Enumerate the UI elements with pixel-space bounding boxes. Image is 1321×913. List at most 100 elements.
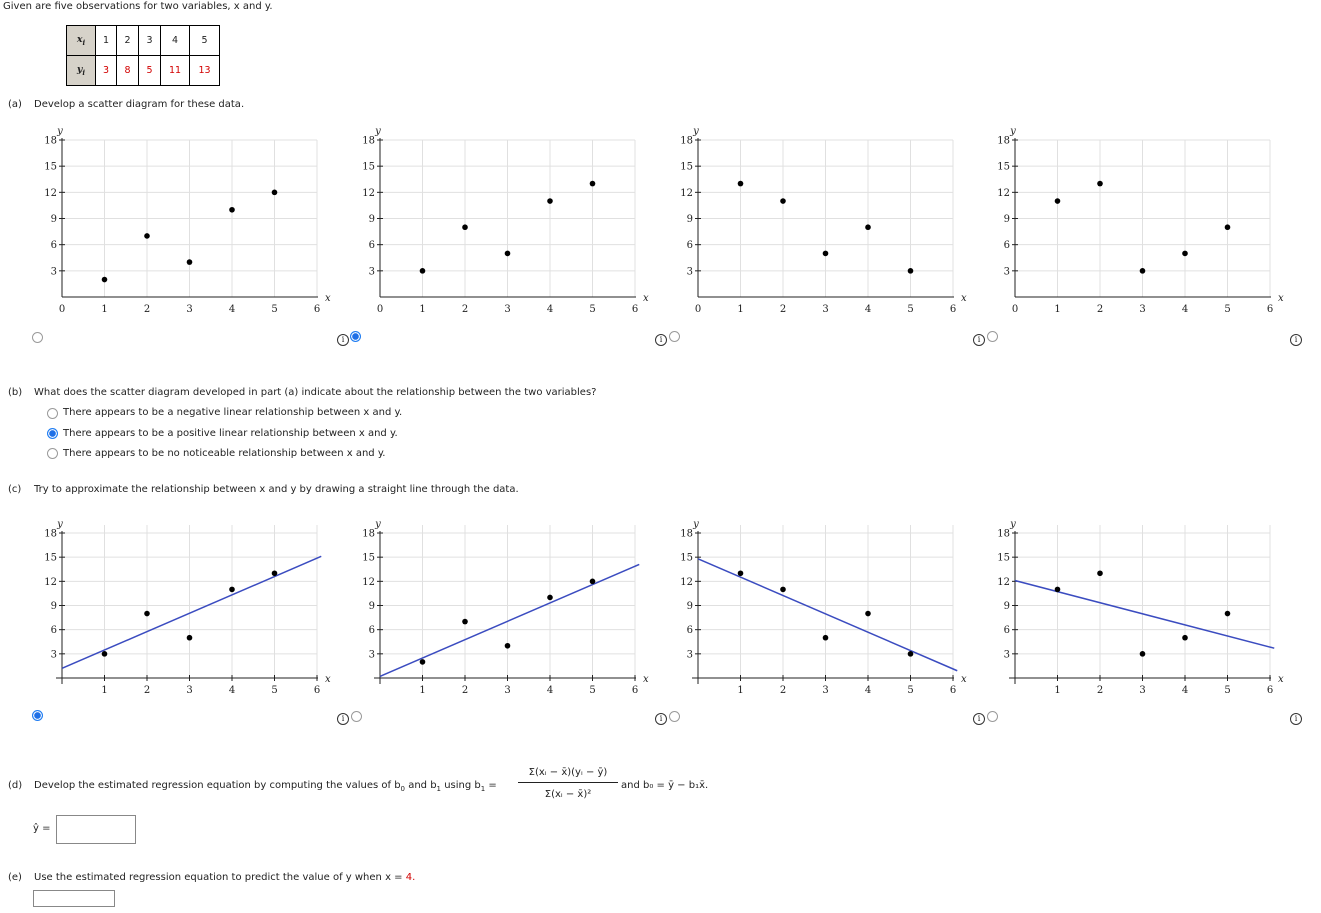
part-a-label: (a) bbox=[8, 99, 22, 110]
fraction-bar bbox=[518, 782, 618, 783]
data-point bbox=[462, 224, 468, 231]
table-cell: 5 bbox=[138, 55, 161, 86]
data-point bbox=[462, 618, 468, 625]
data-point bbox=[547, 198, 553, 204]
x-tick-label: 4 bbox=[1182, 304, 1188, 315]
y-tick-label: 3 bbox=[1004, 266, 1010, 277]
x-axis-label: x bbox=[1278, 293, 1284, 304]
info-icon[interactable]: i bbox=[655, 334, 667, 346]
option-a1-radio[interactable] bbox=[32, 332, 43, 343]
x-axis-label: x bbox=[961, 293, 967, 304]
option-b-none-label[interactable]: There appears to be no noticeable relati… bbox=[63, 448, 386, 459]
x-tick-label: 0 bbox=[695, 304, 701, 315]
y-axis-label: y bbox=[56, 126, 63, 137]
y-tick-label: 3 bbox=[51, 266, 57, 277]
y-axis-label: y bbox=[1009, 519, 1016, 530]
observations-table: xi 1 2 3 4 5 yi 3 8 5 11 13 bbox=[66, 25, 220, 86]
data-point bbox=[822, 250, 829, 257]
y-axis-label: y bbox=[1009, 126, 1016, 137]
data-point bbox=[1054, 586, 1061, 593]
y-tick-label: 9 bbox=[1004, 601, 1010, 612]
x-axis-label: x bbox=[1278, 674, 1284, 685]
data-point bbox=[419, 659, 426, 665]
info-icon[interactable]: i bbox=[973, 713, 985, 725]
table-row-x: xi 1 2 3 4 5 bbox=[66, 25, 220, 56]
info-icon[interactable]: i bbox=[973, 334, 985, 346]
data-point bbox=[101, 651, 108, 657]
y-tick-label: 6 bbox=[369, 625, 375, 636]
fit-line bbox=[61, 555, 322, 670]
x-tick-label: 3 bbox=[186, 304, 192, 315]
x-tick-label: 4 bbox=[229, 304, 235, 315]
option-a2-radio[interactable] bbox=[350, 331, 361, 342]
y-tick-label: 18 bbox=[680, 136, 693, 147]
option-a3-radio[interactable] bbox=[669, 331, 680, 342]
table-cell: 8 bbox=[116, 55, 139, 86]
option-b-negative-radio[interactable] bbox=[47, 408, 58, 419]
x-tick-label: 2 bbox=[1097, 304, 1103, 315]
info-icon[interactable]: i bbox=[1290, 713, 1302, 725]
option-c4-radio[interactable] bbox=[987, 711, 998, 722]
data-point bbox=[229, 206, 235, 213]
x-tick-label: 2 bbox=[462, 304, 468, 315]
option-b-positive-label[interactable]: There appears to be a positive linear re… bbox=[63, 428, 398, 439]
x-tick-label: 1 bbox=[101, 685, 107, 696]
y-tick-label: 3 bbox=[51, 649, 57, 660]
option-b-positive-radio[interactable] bbox=[47, 428, 58, 439]
x-tick-label: 2 bbox=[780, 685, 786, 696]
table-cell: 3 bbox=[95, 55, 117, 86]
x-axis-label: x bbox=[643, 293, 649, 304]
x-tick-label: 0 bbox=[1012, 304, 1018, 315]
b0-formula: and b₀ = ȳ − b₁x̄. bbox=[621, 780, 709, 791]
table-row-y: yi 3 8 5 11 13 bbox=[66, 55, 220, 86]
x-tick-label: 5 bbox=[1224, 685, 1230, 696]
data-point bbox=[589, 180, 596, 187]
prediction-input[interactable] bbox=[33, 890, 115, 907]
data-point bbox=[504, 250, 511, 257]
option-c3-radio[interactable] bbox=[669, 711, 680, 722]
option-a4-radio[interactable] bbox=[987, 331, 998, 342]
info-icon[interactable]: i bbox=[337, 334, 349, 346]
info-icon[interactable]: i bbox=[1290, 334, 1302, 346]
table-cell: 5 bbox=[189, 25, 220, 56]
x-tick-label: 3 bbox=[822, 304, 828, 315]
data-point bbox=[271, 570, 278, 577]
data-point bbox=[547, 594, 553, 601]
y-tick-label: 6 bbox=[687, 625, 693, 636]
option-b-negative-label[interactable]: There appears to be a negative linear re… bbox=[63, 407, 403, 418]
data-point bbox=[907, 268, 914, 274]
x-tick-label: 3 bbox=[822, 685, 828, 696]
y-tick-label: 9 bbox=[687, 214, 693, 225]
regression-equation-input[interactable] bbox=[56, 815, 136, 844]
y-tick-label: 6 bbox=[51, 625, 57, 636]
part-b-label: (b) bbox=[8, 387, 23, 398]
data-point bbox=[1097, 180, 1103, 187]
y-tick-label: 9 bbox=[369, 214, 375, 225]
x-tick-label: 0 bbox=[377, 304, 383, 315]
y-axis-label: y bbox=[374, 519, 381, 530]
formula-denominator: Σ(xᵢ − x̄)² bbox=[544, 789, 592, 800]
y-tick-label: 18 bbox=[44, 529, 57, 540]
y-tick-label: 18 bbox=[997, 136, 1010, 147]
option-b-none-radio[interactable] bbox=[47, 448, 58, 459]
x-tick-label: 6 bbox=[632, 304, 638, 315]
part-e-prompt: Use the estimated regression equation to… bbox=[34, 872, 416, 883]
info-icon[interactable]: i bbox=[655, 713, 667, 725]
fit-line bbox=[1014, 579, 1275, 649]
y-tick-label: 12 bbox=[680, 188, 693, 199]
part-c-prompt: Try to approximate the relationship betw… bbox=[34, 484, 519, 495]
data-point bbox=[822, 634, 829, 641]
x-tick-label: 2 bbox=[1097, 685, 1103, 696]
option-c2-radio[interactable] bbox=[351, 711, 362, 722]
data-point bbox=[1182, 634, 1188, 641]
info-icon[interactable]: i bbox=[337, 713, 349, 725]
option-c1-radio[interactable] bbox=[32, 710, 43, 721]
data-point bbox=[1182, 250, 1188, 257]
y-tick-label: 6 bbox=[1004, 240, 1010, 251]
y-tick-label: 6 bbox=[687, 240, 693, 251]
